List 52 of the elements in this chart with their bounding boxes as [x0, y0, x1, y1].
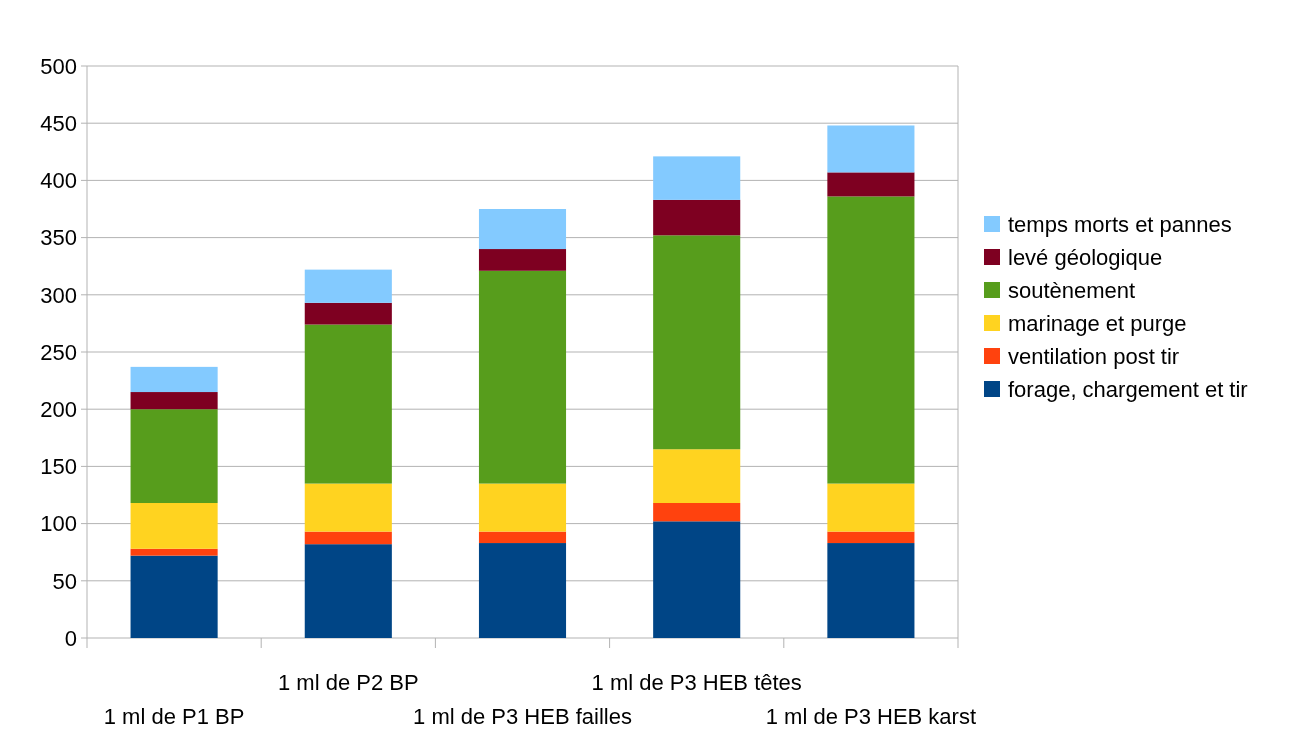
- bar: [304, 269, 392, 303]
- x-tick-label: 1 ml de P3 HEB karst: [765, 704, 977, 729]
- bar: [653, 156, 741, 200]
- bar: [130, 503, 218, 549]
- y-tick-label: 0: [64, 625, 77, 651]
- bar: [653, 449, 741, 504]
- y-tick-label: 50: [52, 568, 77, 594]
- bar: [827, 543, 915, 638]
- x-tick-label: 1 ml de P1 BP: [103, 704, 245, 729]
- bar: [478, 249, 567, 271]
- bar: [653, 521, 741, 638]
- bar: [827, 483, 915, 532]
- legend-label: soutènement: [1008, 277, 1136, 303]
- bar: [827, 531, 915, 544]
- x-tick-label: 1 ml de P3 HEB failles: [413, 704, 632, 729]
- y-tick-label: 250: [40, 339, 77, 365]
- bar: [653, 503, 741, 522]
- legend-label: forage, chargement et tir: [1008, 376, 1248, 402]
- y-tick-label: 150: [40, 454, 77, 480]
- legend-label: ventilation post tir: [1008, 343, 1180, 369]
- bar: [827, 172, 915, 197]
- y-tick-label: 300: [40, 282, 77, 308]
- legend-label: marinage et purge: [1008, 310, 1187, 336]
- x-tick-label: 1 ml de P3 HEB têtes: [591, 670, 802, 695]
- y-tick-label: 400: [40, 168, 77, 194]
- legend-label: levé géologique: [1008, 244, 1163, 270]
- bar: [304, 324, 392, 484]
- y-tick-label: 500: [40, 53, 77, 79]
- bar: [130, 392, 218, 410]
- y-tick-label: 350: [40, 225, 77, 251]
- bar: [304, 531, 392, 545]
- y-tick-label: 200: [40, 396, 77, 422]
- bar: [130, 409, 218, 504]
- x-tick-label: 1 ml de P2 BP: [277, 670, 419, 695]
- bar: [478, 483, 567, 532]
- bar: [827, 196, 915, 484]
- bar: [478, 531, 567, 544]
- legend-label: temps morts et pannes: [1008, 211, 1232, 237]
- bar: [130, 555, 218, 638]
- bar: [130, 548, 218, 556]
- bar: [130, 366, 218, 393]
- bar: [478, 543, 567, 638]
- bar: [304, 302, 392, 325]
- bar: [478, 209, 567, 250]
- bar: [653, 235, 741, 450]
- bar: [653, 199, 741, 236]
- y-tick-label: 100: [40, 511, 77, 537]
- bar: [478, 270, 567, 484]
- y-tick-label: 450: [40, 110, 77, 136]
- bar: [304, 544, 392, 638]
- bar: [827, 125, 915, 173]
- bar: [304, 483, 392, 532]
